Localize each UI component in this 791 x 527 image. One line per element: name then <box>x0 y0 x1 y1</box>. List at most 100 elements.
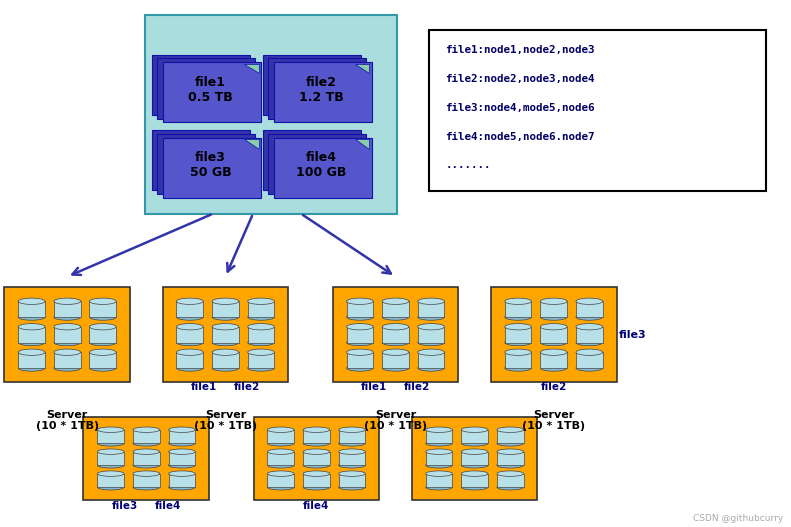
Bar <box>54 301 81 317</box>
Ellipse shape <box>382 324 409 330</box>
Text: file3:node4,mode5,node6: file3:node4,mode5,node6 <box>445 103 595 113</box>
Text: file2: file2 <box>234 383 260 392</box>
Ellipse shape <box>168 471 195 476</box>
Bar <box>212 327 239 343</box>
Text: file2:node2,node3,node4: file2:node2,node3,node4 <box>445 74 595 84</box>
Bar <box>267 452 294 465</box>
Bar <box>18 327 45 343</box>
Bar <box>176 327 203 343</box>
FancyBboxPatch shape <box>333 288 459 382</box>
Ellipse shape <box>339 427 365 433</box>
Ellipse shape <box>212 365 239 371</box>
Polygon shape <box>244 139 259 149</box>
Ellipse shape <box>339 449 365 454</box>
FancyBboxPatch shape <box>274 138 372 198</box>
Ellipse shape <box>339 463 365 468</box>
Text: file3
50 GB: file3 50 GB <box>190 151 231 179</box>
Bar <box>89 352 116 368</box>
Ellipse shape <box>540 349 567 355</box>
Bar <box>248 352 274 368</box>
Ellipse shape <box>303 427 330 433</box>
Ellipse shape <box>212 298 239 305</box>
Ellipse shape <box>576 349 603 355</box>
Ellipse shape <box>418 365 445 371</box>
Ellipse shape <box>382 365 409 371</box>
Ellipse shape <box>89 324 116 330</box>
Bar <box>54 327 81 343</box>
Ellipse shape <box>303 484 330 490</box>
Ellipse shape <box>54 324 81 330</box>
Ellipse shape <box>540 314 567 320</box>
Bar <box>505 301 532 317</box>
Bar <box>426 452 452 465</box>
Bar <box>418 327 445 343</box>
Bar <box>339 430 365 443</box>
Ellipse shape <box>346 339 373 346</box>
Ellipse shape <box>54 349 81 355</box>
Ellipse shape <box>212 339 239 346</box>
Bar <box>18 301 45 317</box>
Ellipse shape <box>418 314 445 320</box>
FancyBboxPatch shape <box>253 416 380 501</box>
Bar <box>168 474 195 487</box>
Text: file1: file1 <box>0 330 2 339</box>
Bar <box>426 474 452 487</box>
Ellipse shape <box>339 484 365 490</box>
Ellipse shape <box>176 339 203 346</box>
FancyBboxPatch shape <box>145 15 397 214</box>
Ellipse shape <box>497 484 524 490</box>
Bar <box>461 430 488 443</box>
Ellipse shape <box>212 324 239 330</box>
Ellipse shape <box>303 441 330 446</box>
Ellipse shape <box>426 427 452 433</box>
Bar <box>382 352 409 368</box>
Bar <box>497 474 524 487</box>
Bar <box>212 301 239 317</box>
Ellipse shape <box>576 298 603 305</box>
Text: file2: file2 <box>540 383 567 392</box>
Bar <box>461 474 488 487</box>
Ellipse shape <box>505 365 532 371</box>
Text: file2: file2 <box>404 383 430 392</box>
Text: Server
(10 * 1TB): Server (10 * 1TB) <box>522 410 585 431</box>
Ellipse shape <box>168 463 195 468</box>
Ellipse shape <box>426 471 452 476</box>
FancyBboxPatch shape <box>5 288 131 382</box>
Bar <box>339 474 365 487</box>
Ellipse shape <box>89 365 116 371</box>
Bar <box>497 430 524 443</box>
Ellipse shape <box>176 314 203 320</box>
Bar <box>339 452 365 465</box>
Text: file1: file1 <box>191 383 217 392</box>
Ellipse shape <box>346 349 373 355</box>
Ellipse shape <box>461 449 488 454</box>
Ellipse shape <box>540 365 567 371</box>
Ellipse shape <box>426 449 452 454</box>
Ellipse shape <box>339 471 365 476</box>
Bar <box>212 352 239 368</box>
Ellipse shape <box>540 339 567 346</box>
Ellipse shape <box>461 471 488 476</box>
Ellipse shape <box>97 471 124 476</box>
Ellipse shape <box>133 484 160 490</box>
Ellipse shape <box>97 441 124 446</box>
Ellipse shape <box>267 427 294 433</box>
Ellipse shape <box>418 298 445 305</box>
Bar <box>176 301 203 317</box>
Ellipse shape <box>382 339 409 346</box>
Ellipse shape <box>97 427 124 433</box>
Bar <box>267 430 294 443</box>
Ellipse shape <box>497 427 524 433</box>
Bar <box>133 452 160 465</box>
Bar <box>18 352 45 368</box>
Polygon shape <box>355 139 369 149</box>
FancyBboxPatch shape <box>152 130 250 190</box>
Ellipse shape <box>168 484 195 490</box>
Polygon shape <box>244 64 259 73</box>
Ellipse shape <box>248 339 274 346</box>
Ellipse shape <box>346 298 373 305</box>
Ellipse shape <box>212 314 239 320</box>
Ellipse shape <box>133 427 160 433</box>
Ellipse shape <box>576 339 603 346</box>
Ellipse shape <box>267 471 294 476</box>
